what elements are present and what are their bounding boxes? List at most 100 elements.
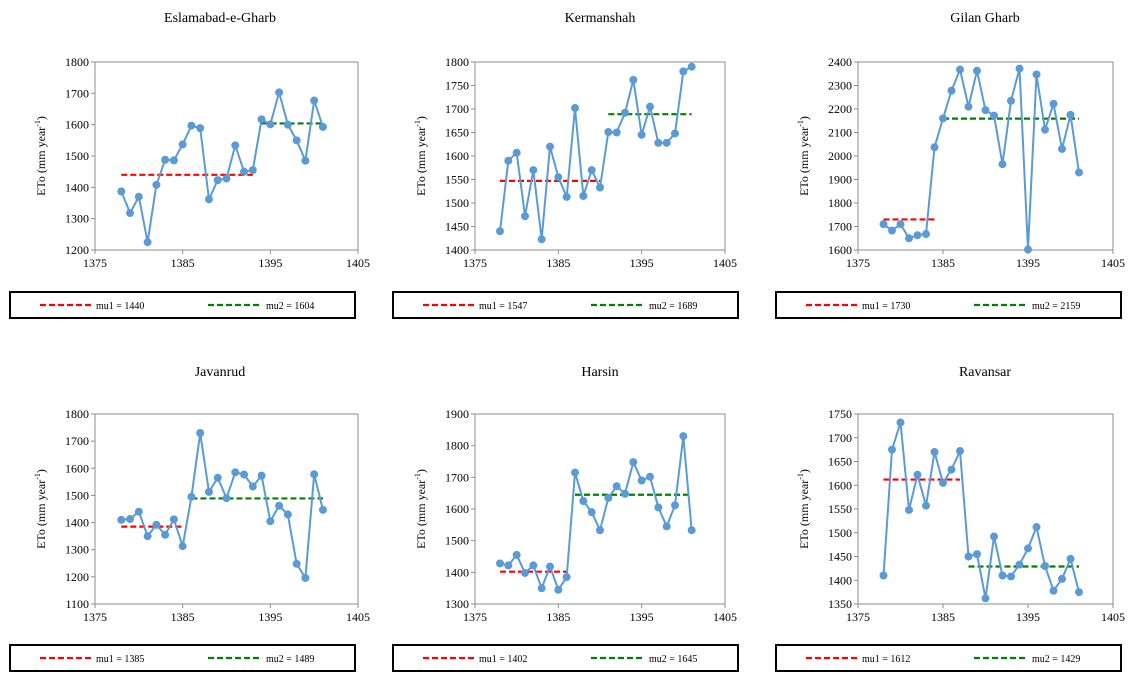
data-point bbox=[646, 102, 654, 111]
data-point bbox=[571, 104, 579, 113]
chart-title: Javanrud bbox=[195, 365, 246, 380]
legend: mu1 = 1385 mu2 = 1489 bbox=[9, 644, 356, 672]
y-tick-label: 1450 bbox=[828, 550, 852, 564]
y-tick-label: 1750 bbox=[828, 407, 852, 421]
data-point bbox=[512, 148, 521, 157]
data-point bbox=[947, 86, 956, 95]
data-point bbox=[117, 515, 126, 524]
y-tick-label: 1200 bbox=[65, 570, 89, 584]
y-tick-label: 1700 bbox=[65, 434, 89, 448]
data-point bbox=[905, 505, 913, 514]
data-point bbox=[973, 550, 981, 559]
x-tick-label: 1405 bbox=[713, 256, 737, 270]
y-tick-label: 1400 bbox=[65, 516, 89, 530]
data-point bbox=[1041, 562, 1049, 570]
chart-title: Gilan Gharb bbox=[950, 11, 1020, 26]
data-point bbox=[1066, 110, 1075, 119]
data-point bbox=[990, 111, 998, 120]
y-tick-label: 1500 bbox=[65, 488, 89, 502]
y-axis-label-superscript: -1 bbox=[796, 473, 805, 480]
data-point bbox=[956, 447, 964, 456]
x-tick-label: 1405 bbox=[346, 610, 370, 624]
data-point bbox=[117, 187, 126, 196]
legend-mu2-label: mu2 = 1604 bbox=[266, 301, 314, 312]
data-point bbox=[896, 220, 905, 229]
data-point bbox=[275, 501, 284, 510]
data-point bbox=[512, 550, 521, 559]
data-point bbox=[973, 66, 981, 75]
data-point bbox=[990, 532, 998, 541]
data-point bbox=[292, 136, 301, 145]
data-point bbox=[998, 571, 1007, 580]
data-point bbox=[126, 515, 135, 524]
y-tick-label: 1350 bbox=[828, 597, 852, 611]
x-tick-label: 1395 bbox=[630, 610, 654, 624]
data-point bbox=[947, 465, 956, 474]
y-tick-label: 1600 bbox=[445, 149, 469, 163]
data-point bbox=[504, 156, 513, 165]
data-point bbox=[310, 96, 319, 105]
series-line bbox=[121, 432, 324, 582]
y-tick-label: 1500 bbox=[445, 534, 469, 548]
y-tick-label: 1800 bbox=[65, 407, 89, 421]
y-tick-label: 1500 bbox=[445, 196, 469, 210]
data-point bbox=[964, 552, 973, 561]
data-point bbox=[1007, 96, 1015, 105]
y-axis-label-superscript: -1 bbox=[796, 120, 805, 127]
data-point bbox=[587, 166, 596, 175]
chart-title: Eslamabad-e-Gharb bbox=[164, 11, 276, 26]
data-point bbox=[679, 432, 688, 441]
y-tick-label: 1800 bbox=[65, 55, 89, 69]
y-axis-label-close: ) bbox=[34, 116, 48, 120]
data-point bbox=[161, 155, 170, 164]
data-point bbox=[905, 234, 913, 243]
data-point bbox=[896, 418, 905, 427]
data-point bbox=[143, 532, 152, 541]
series-line bbox=[882, 66, 1080, 250]
data-point bbox=[134, 507, 143, 516]
x-tick-label: 1385 bbox=[171, 610, 195, 624]
data-point bbox=[637, 130, 646, 139]
data-point bbox=[687, 62, 696, 71]
x-tick-label: 1395 bbox=[258, 256, 282, 270]
x-tick-label: 1385 bbox=[931, 610, 955, 624]
plot-area bbox=[94, 61, 359, 251]
panel-1: Eslamabad-e-Gharb 1200 1300 1400 1500 1600 170… bbox=[9, 11, 370, 319]
y-axis-label-text: ETo (mm year bbox=[797, 480, 811, 549]
data-point bbox=[981, 106, 990, 115]
data-point bbox=[964, 102, 973, 111]
plot-area bbox=[94, 413, 359, 605]
data-point bbox=[275, 88, 284, 97]
data-point bbox=[169, 515, 178, 524]
series-line bbox=[499, 65, 693, 240]
y-axis-label-text: ETo (mm year bbox=[797, 127, 811, 196]
data-point bbox=[496, 227, 504, 236]
legend-mu1-label: mu1 = 1612 bbox=[862, 654, 910, 665]
data-point bbox=[537, 235, 546, 244]
data-point bbox=[596, 183, 604, 192]
chart-title: Ravansar bbox=[959, 365, 1011, 380]
y-tick-label: 1300 bbox=[65, 212, 89, 226]
data-point bbox=[554, 585, 563, 594]
data-point bbox=[301, 573, 310, 582]
data-point bbox=[529, 561, 538, 570]
y-tick-label: 1700 bbox=[828, 220, 852, 234]
y-tick-label: 1700 bbox=[445, 470, 469, 484]
legend-mu2-label: mu2 = 2159 bbox=[1032, 301, 1080, 312]
data-point bbox=[266, 120, 275, 129]
y-axis-label: ETo (mm year-1) bbox=[796, 469, 811, 549]
data-point bbox=[671, 129, 679, 138]
x-tick-label: 1395 bbox=[1016, 610, 1040, 624]
plot-area bbox=[857, 61, 1114, 251]
y-tick-label: 2400 bbox=[828, 55, 852, 69]
y-tick-label: 1700 bbox=[828, 431, 852, 445]
data-point bbox=[562, 192, 571, 201]
y-axis-label-close: ) bbox=[797, 116, 811, 120]
y-axis-label: ETo (mm year-1) bbox=[33, 469, 48, 549]
data-point bbox=[546, 562, 554, 571]
y-axis-label-text: ETo (mm year bbox=[414, 127, 428, 196]
data-point bbox=[629, 75, 638, 84]
data-point bbox=[283, 120, 292, 129]
data-point bbox=[521, 568, 529, 577]
data-point bbox=[196, 124, 205, 133]
